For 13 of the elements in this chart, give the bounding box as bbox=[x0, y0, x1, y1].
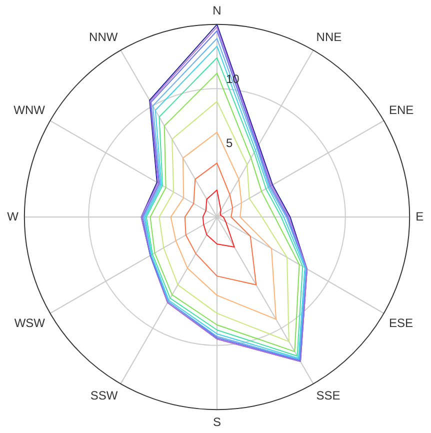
spoke-label: S bbox=[212, 415, 222, 430]
spoke-label: W bbox=[7, 209, 20, 224]
spoke-label: ESE bbox=[388, 316, 414, 330]
spoke-label: E bbox=[416, 209, 424, 224]
spoke-label: ENE bbox=[388, 102, 414, 117]
spoke-label: WNW bbox=[14, 102, 46, 117]
spoke-label: SSE bbox=[316, 388, 340, 403]
spoke-label: NNW bbox=[89, 30, 118, 44]
spoke-label: NNE bbox=[316, 30, 342, 44]
y-tick-label: 5 bbox=[226, 136, 233, 150]
spoke-label: WSW bbox=[14, 316, 46, 330]
spoke-label: N bbox=[212, 4, 222, 18]
spoke-label: SSW bbox=[90, 388, 118, 403]
